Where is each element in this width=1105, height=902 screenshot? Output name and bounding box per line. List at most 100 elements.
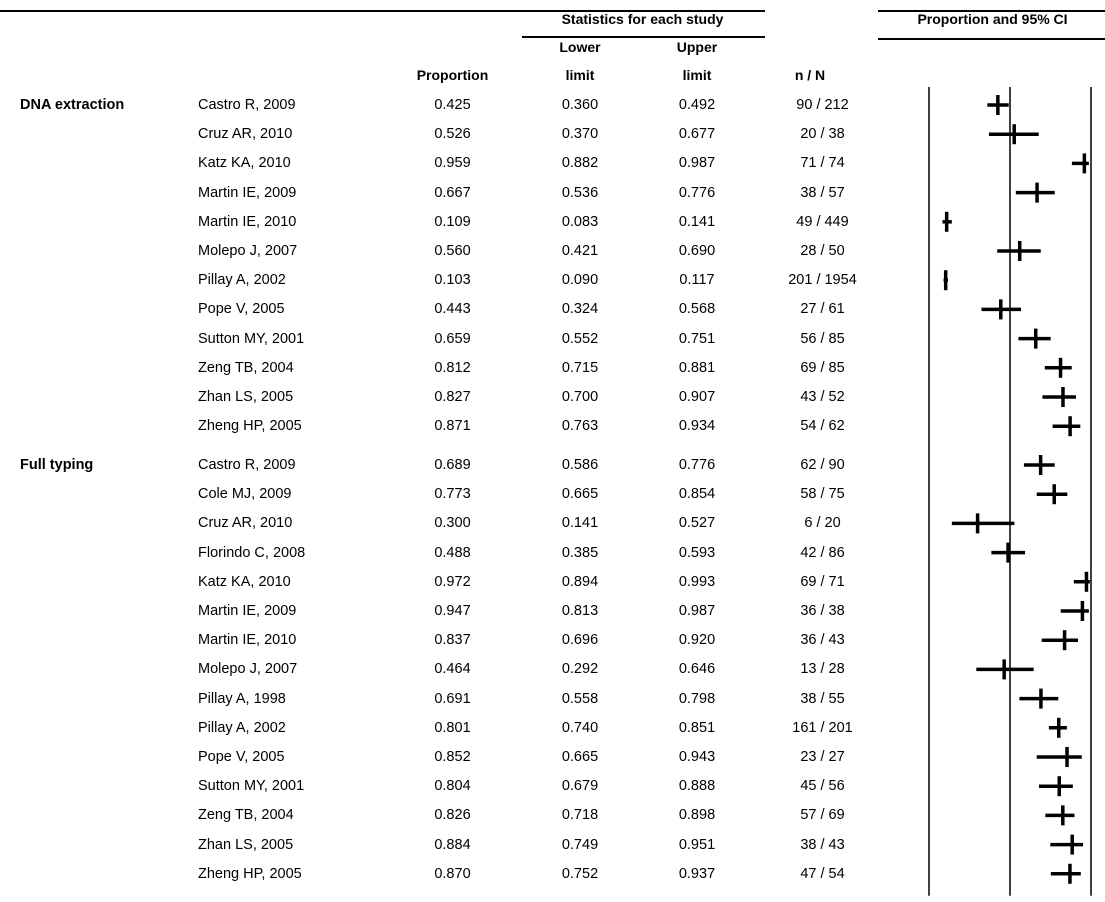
- lower-limit-cell: 0.385: [561, 544, 599, 561]
- proportion-cell: 0.826: [434, 807, 471, 824]
- proportion-cell: 0.488: [434, 544, 471, 561]
- upper-limit-cell: 0.492: [678, 97, 716, 113]
- proportion-cell: 0.443: [434, 301, 471, 318]
- upper-limit-cell: 0.646: [678, 661, 716, 678]
- study-name: Molepo J, 2007: [198, 243, 298, 259]
- top-rule: [0, 10, 765, 12]
- n-over-N-cell: 201 / 1954: [788, 272, 857, 289]
- upper-limit-cell: 0.117: [679, 272, 715, 289]
- upper-limit-cell: 0.141: [678, 213, 716, 230]
- upper-limit-cell: 0.854: [678, 486, 716, 503]
- study-name: Castro R, 2009: [198, 457, 296, 473]
- study-name: Sutton MY, 2001: [198, 330, 305, 347]
- proportion-cell: 0.972: [434, 573, 471, 590]
- study-name: Pope V, 2005: [198, 749, 285, 765]
- lower-limit-cell: 0.665: [561, 749, 599, 765]
- upper-limit-cell: 0.898: [678, 807, 716, 824]
- study-name: Pillay A, 1998: [198, 690, 286, 707]
- upper-limit-cell: 0.920: [678, 632, 716, 649]
- lower-limit-cell: 0.813: [561, 603, 599, 619]
- lower-limit-cell: 0.552: [561, 330, 599, 347]
- lower-limit-cell: 0.718: [561, 807, 599, 824]
- study-name: Cruz AR, 2010: [198, 515, 293, 532]
- lower-limit-cell: 0.665: [561, 486, 599, 503]
- proportion-cell: 0.691: [434, 690, 471, 707]
- col-header-lower-2: limit: [565, 67, 595, 83]
- n-over-N-cell: 57 / 69: [800, 807, 845, 824]
- n-over-N-cell: 62 / 90: [800, 457, 845, 473]
- study-name: Katz KA, 2010: [198, 573, 291, 590]
- proportion-cell: 0.300: [434, 515, 471, 532]
- proportion-cell: 0.812: [434, 359, 471, 376]
- n-over-N-cell: 43 / 52: [800, 389, 845, 405]
- proportion-cell: 0.560: [434, 243, 471, 259]
- study-name: Cruz AR, 2010: [198, 126, 293, 143]
- lower-limit-cell: 0.324: [561, 301, 599, 318]
- study-name: Zeng TB, 2004: [198, 359, 294, 376]
- upper-limit-cell: 0.776: [678, 184, 716, 201]
- lower-limit-cell: 0.715: [561, 359, 599, 376]
- study-name: Katz KA, 2010: [198, 155, 291, 172]
- proportion-cell: 0.884: [434, 836, 471, 853]
- study-name: Zheng HP, 2005: [198, 865, 302, 882]
- n-over-N-cell: 56 / 85: [800, 330, 845, 347]
- study-name: Pope V, 2005: [198, 301, 285, 318]
- lower-limit-cell: 0.141: [561, 515, 599, 532]
- n-over-N-cell: 6 / 20: [804, 515, 841, 532]
- upper-limit-cell: 0.568: [678, 301, 716, 318]
- n-over-N-cell: 38 / 43: [800, 836, 845, 853]
- n-over-N-cell: 20 / 38: [800, 126, 845, 143]
- lower-limit-cell: 0.679: [561, 778, 599, 795]
- proportion-cell: 0.425: [434, 97, 471, 113]
- col-header-upper-1: Upper: [676, 39, 718, 55]
- lower-limit-cell: 0.700: [561, 389, 599, 405]
- upper-limit-cell: 0.934: [678, 418, 716, 435]
- n-over-N-cell: 42 / 86: [800, 544, 845, 561]
- col-header-nN: n / N: [794, 67, 826, 83]
- study-name: Castro R, 2009: [198, 97, 296, 113]
- study-name: Zeng TB, 2004: [198, 807, 294, 824]
- study-name: Pillay A, 2002: [198, 719, 286, 736]
- n-over-N-cell: 69 / 85: [800, 359, 845, 376]
- study-name: Molepo J, 2007: [198, 661, 298, 678]
- lower-limit-cell: 0.586: [561, 457, 599, 473]
- proportion-cell: 0.804: [434, 778, 471, 795]
- proportion-cell: 0.659: [434, 330, 471, 347]
- lower-limit-cell: 0.360: [561, 97, 599, 113]
- proportion-cell: 0.667: [434, 184, 471, 201]
- n-over-N-cell: 23 / 27: [800, 749, 845, 765]
- n-over-N-cell: 38 / 57: [800, 184, 845, 201]
- study-name: Martin IE, 2010: [198, 213, 297, 230]
- upper-limit-cell: 0.943: [678, 749, 716, 765]
- study-name: Martin IE, 2010: [198, 632, 297, 649]
- study-name: Martin IE, 2009: [198, 184, 297, 201]
- proportion-cell: 0.837: [434, 632, 471, 649]
- upper-limit-cell: 0.593: [678, 544, 716, 561]
- lower-limit-cell: 0.740: [561, 719, 599, 736]
- plot-top-rule: [878, 10, 1105, 12]
- lower-limit-cell: 0.090: [561, 272, 599, 289]
- study-name: Zhan LS, 2005: [198, 389, 294, 405]
- upper-limit-cell: 0.677: [678, 126, 716, 143]
- upper-limit-cell: 0.527: [678, 515, 716, 532]
- col-header-upper-2: limit: [682, 67, 712, 83]
- upper-limit-cell: 0.937: [678, 865, 716, 882]
- n-over-N-cell: 47 / 54: [800, 865, 845, 882]
- proportion-cell: 0.103: [434, 272, 471, 289]
- n-over-N-cell: 45 / 56: [800, 778, 845, 795]
- lower-limit-cell: 0.894: [561, 573, 599, 590]
- study-name: Martin IE, 2009: [198, 603, 297, 619]
- lower-limit-cell: 0.083: [561, 213, 599, 230]
- n-over-N-cell: 54 / 62: [800, 418, 845, 435]
- study-name: Florindo C, 2008: [198, 544, 306, 561]
- lower-limit-cell: 0.749: [561, 836, 599, 853]
- n-over-N-cell: 28 / 50: [800, 243, 845, 259]
- upper-limit-cell: 0.776: [678, 457, 716, 473]
- axis-tick-label: 0.50: [993, 901, 1020, 902]
- plot-title-rule: [878, 38, 1105, 40]
- lower-limit-cell: 0.558: [561, 690, 599, 707]
- n-over-N-cell: 49 / 449: [796, 213, 849, 230]
- plot-title: Proportion and 95% CI: [917, 11, 1068, 27]
- lower-limit-cell: 0.421: [561, 243, 599, 259]
- n-over-N-cell: 36 / 38: [800, 603, 845, 619]
